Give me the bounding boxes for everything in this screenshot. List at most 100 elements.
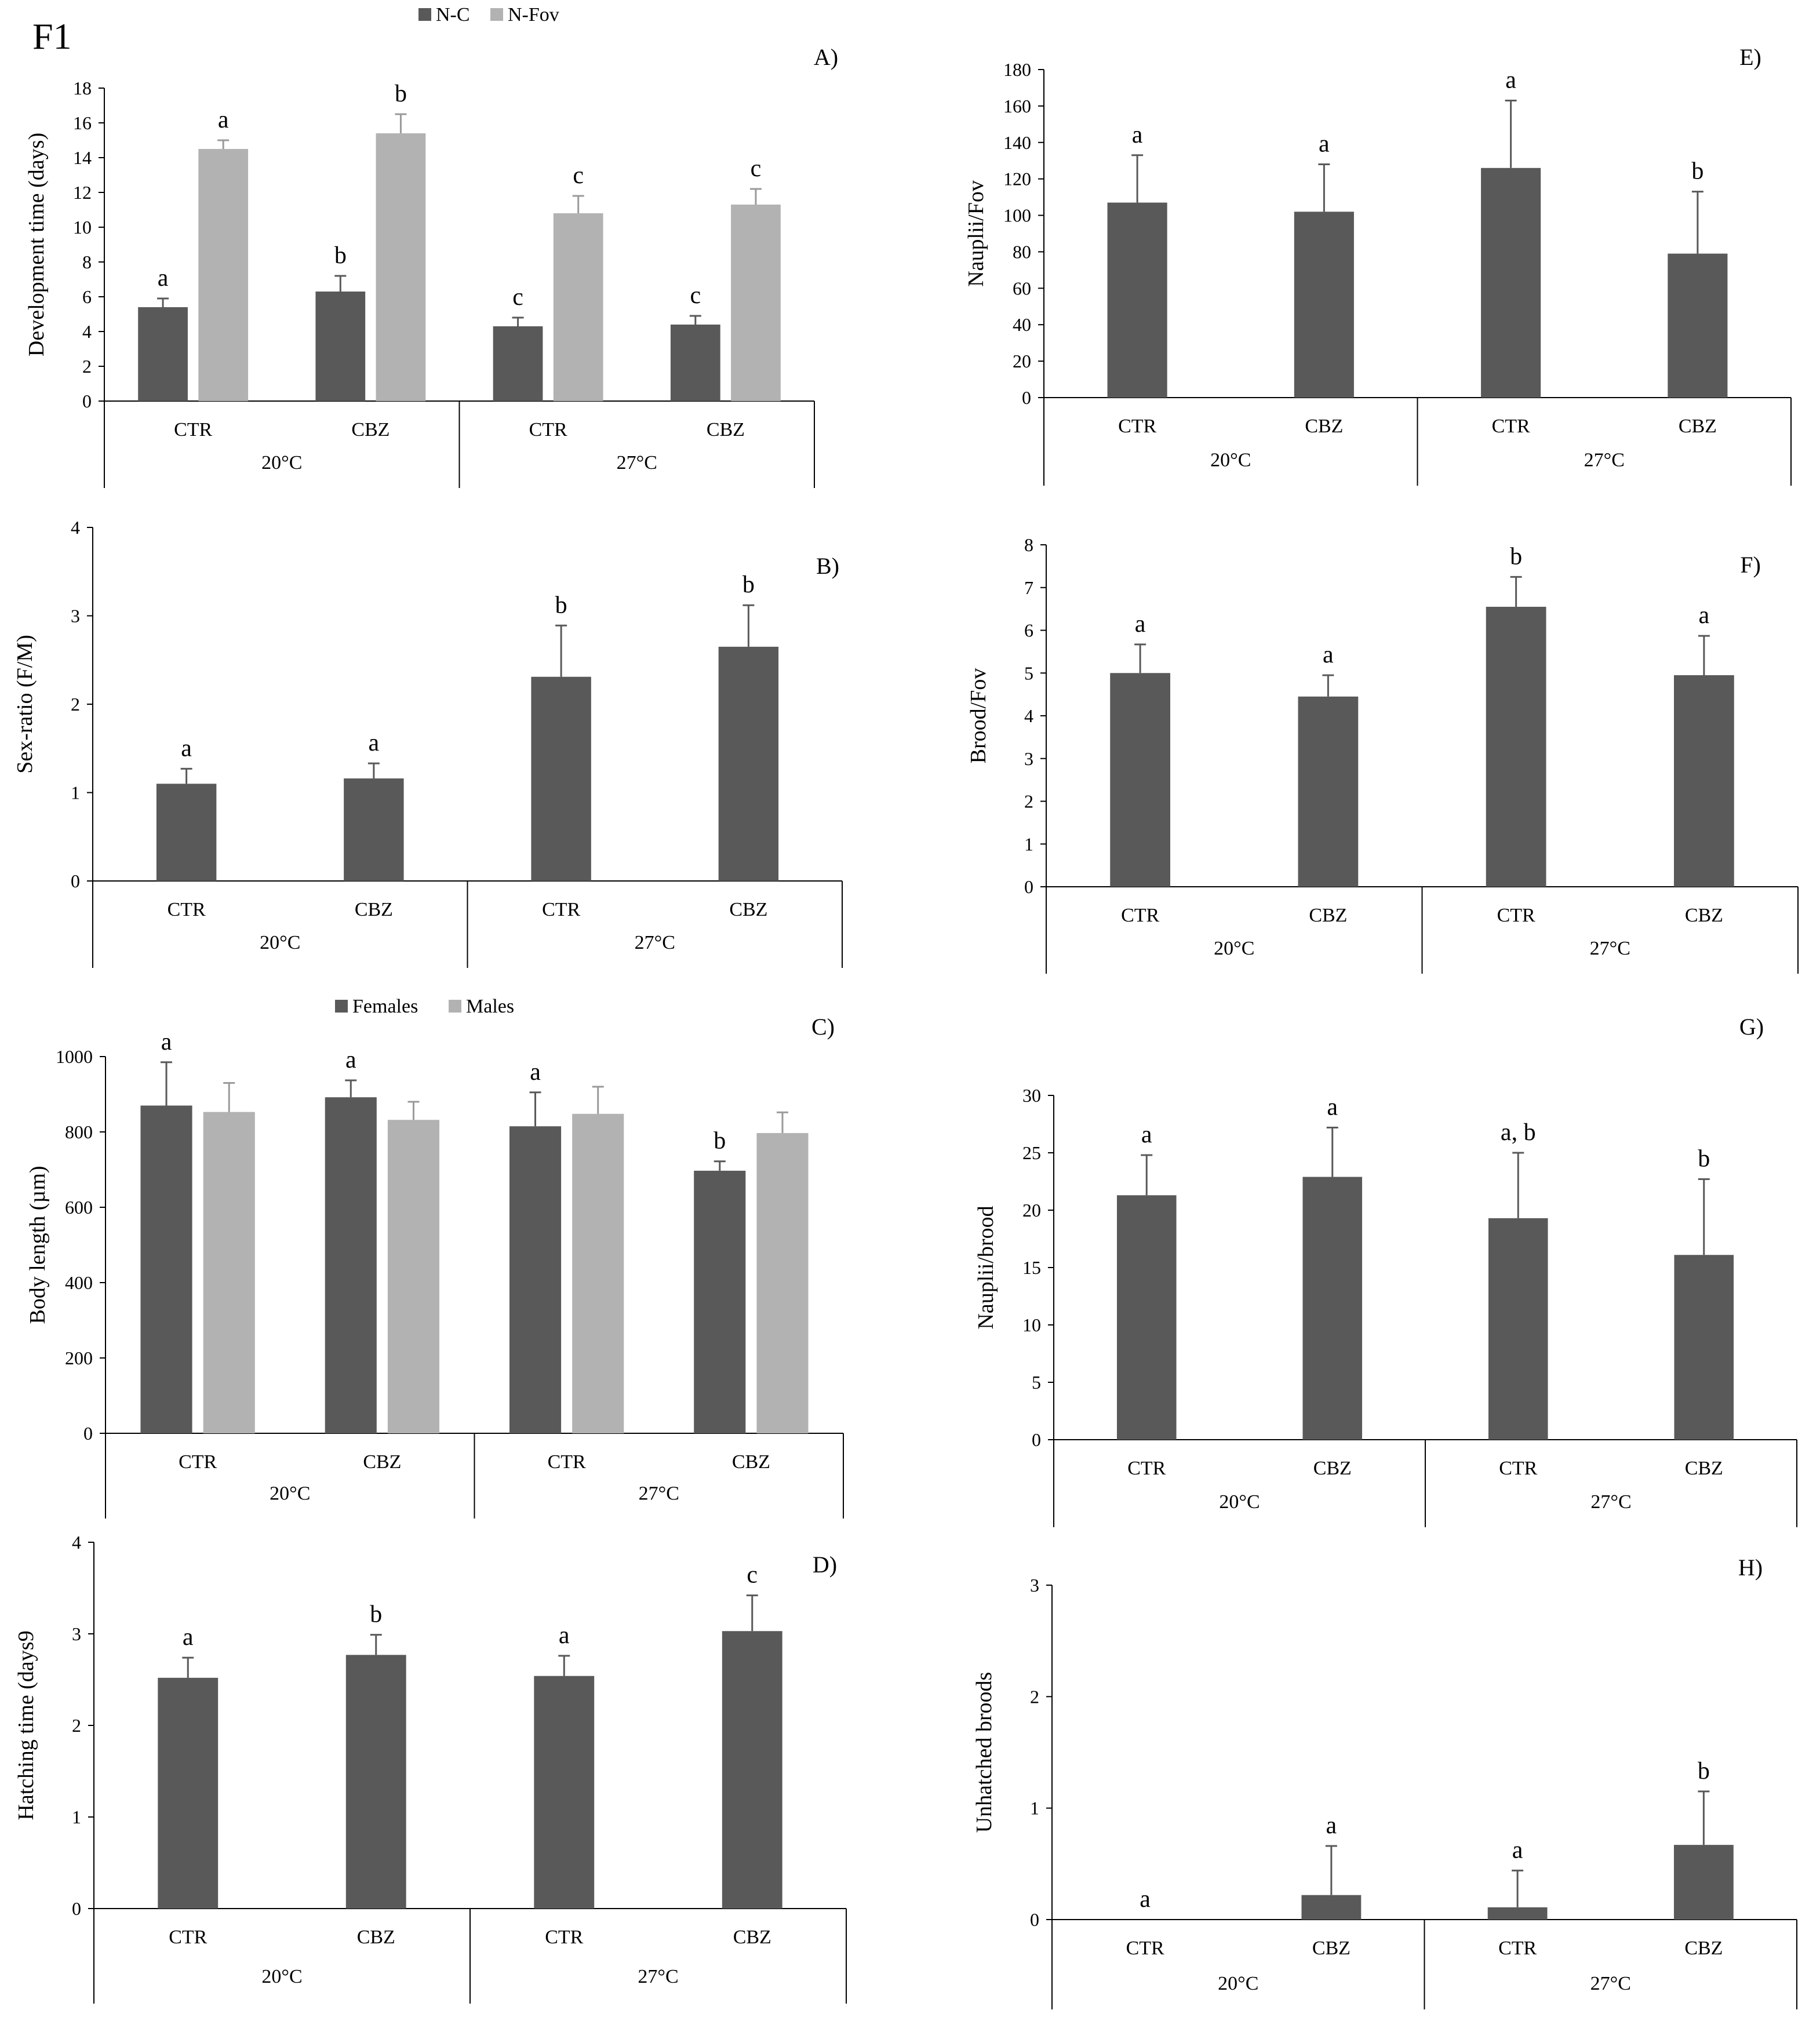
y-tick-label: 1 bbox=[1030, 1798, 1039, 1819]
significance-label: a bbox=[218, 107, 229, 133]
bar bbox=[198, 149, 249, 401]
significance-label: a bbox=[1140, 1886, 1151, 1913]
y-tick-label: 4 bbox=[71, 517, 80, 538]
bar bbox=[1487, 1907, 1548, 1920]
significance-label: b bbox=[1691, 158, 1703, 185]
bar bbox=[722, 1631, 782, 1909]
x-group-label: 27°C bbox=[639, 1483, 679, 1505]
bar bbox=[1486, 606, 1546, 887]
y-tick-label: 12 bbox=[73, 182, 92, 203]
figure-label: F1 bbox=[32, 16, 72, 57]
x-group-label: 27°C bbox=[1590, 1973, 1631, 1994]
x-group-label: 27°C bbox=[617, 452, 657, 474]
x-category-label: CTR bbox=[1118, 416, 1156, 437]
bar bbox=[718, 646, 779, 881]
bar bbox=[158, 1677, 219, 1909]
x-group-label: 27°C bbox=[635, 932, 675, 953]
bar bbox=[344, 778, 404, 881]
y-tick-label: 16 bbox=[73, 112, 92, 133]
y-tick-label: 0 bbox=[1030, 1909, 1039, 1930]
y-tick-label: 20 bbox=[1022, 1200, 1041, 1221]
x-category-label: CBZ bbox=[1309, 905, 1347, 926]
y-axis-title: Body length (µm) bbox=[26, 1166, 50, 1324]
y-tick-label: 200 bbox=[65, 1348, 93, 1368]
y-tick-label: 2 bbox=[82, 356, 92, 377]
bar bbox=[1298, 696, 1359, 887]
bar bbox=[553, 213, 603, 401]
y-tick-label: 40 bbox=[1013, 314, 1031, 335]
significance-label: c bbox=[747, 1562, 758, 1589]
y-tick-label: 0 bbox=[1024, 876, 1033, 897]
y-tick-label: 7 bbox=[1024, 577, 1033, 598]
panel-letter: F) bbox=[1740, 552, 1761, 578]
bar bbox=[1302, 1177, 1363, 1440]
x-category-label: CBZ bbox=[1685, 1458, 1723, 1479]
bar bbox=[1107, 202, 1167, 398]
x-group-label: 20°C bbox=[1219, 1491, 1260, 1513]
y-tick-label: 2 bbox=[72, 1715, 81, 1736]
y-tick-label: 6 bbox=[82, 286, 92, 307]
y-axis-title: Nauplii/Fov bbox=[964, 180, 988, 287]
y-tick-label: 5 bbox=[1024, 662, 1033, 683]
y-tick-label: 3 bbox=[1024, 748, 1033, 769]
x-group-label: 27°C bbox=[1590, 938, 1630, 959]
x-category-label: CTR bbox=[174, 419, 212, 440]
significance-label: c bbox=[512, 284, 523, 311]
bar bbox=[345, 1655, 406, 1909]
y-tick-label: 8 bbox=[1024, 534, 1033, 555]
significance-label: b bbox=[1698, 1146, 1710, 1172]
bar bbox=[387, 1120, 440, 1433]
y-tick-label: 60 bbox=[1013, 278, 1031, 298]
y-tick-label: 1 bbox=[1024, 833, 1033, 854]
x-category-label: CTR bbox=[1126, 1938, 1164, 1959]
bar bbox=[1673, 1845, 1734, 1920]
panel-letter: H) bbox=[1738, 1554, 1763, 1581]
y-tick-label: 800 bbox=[65, 1121, 93, 1142]
x-category-label: CTR bbox=[545, 1927, 583, 1948]
y-tick-label: 80 bbox=[1013, 241, 1031, 262]
x-category-label: CBZ bbox=[363, 1451, 401, 1473]
panel-letter: C) bbox=[811, 1014, 835, 1040]
y-tick-label: 25 bbox=[1022, 1142, 1041, 1163]
legend-label: Females bbox=[352, 996, 418, 1017]
significance-label: c bbox=[751, 155, 762, 182]
y-tick-label: 0 bbox=[83, 1423, 93, 1444]
legend-swatch bbox=[335, 1000, 348, 1013]
y-tick-label: 3 bbox=[71, 606, 80, 627]
x-category-label: CTR bbox=[169, 1927, 207, 1948]
x-category-label: CTR bbox=[1497, 905, 1535, 926]
bar bbox=[531, 676, 591, 881]
chart-panel-a: A) 0 2 4 6 8 10 12 14 16 18 Development time (days)… bbox=[24, 4, 838, 488]
chart-panel-e: E) 0 20 40 60 80 100 120 140 160 180 Nauplii/Fov CTR… bbox=[964, 44, 1792, 486]
y-tick-label: 18 bbox=[73, 78, 92, 99]
y-axis-title: Unhatched broods bbox=[972, 1672, 996, 1833]
bar bbox=[509, 1126, 562, 1433]
significance-label: a bbox=[1135, 611, 1146, 638]
chart-panel-g: G) 0 5 10 15 20 25 30 Nauplii/brood CTR CBZ CTR CBZ 2… bbox=[974, 1014, 1797, 1527]
significance-label: a bbox=[158, 265, 169, 292]
y-tick-label: 3 bbox=[72, 1623, 81, 1644]
bar bbox=[534, 1676, 595, 1909]
x-group-label: 20°C bbox=[1210, 450, 1251, 471]
bar bbox=[315, 292, 366, 401]
bar bbox=[156, 784, 217, 881]
significance-label: a bbox=[345, 1047, 356, 1073]
x-category-label: CBZ bbox=[1685, 905, 1723, 926]
chart-panel-h: H) 0 1 2 3 Unhatched broods CTR CBZ CTR CBZ 20°C 27… bbox=[972, 1554, 1797, 2009]
bar bbox=[1110, 673, 1171, 887]
panel-letter: G) bbox=[1739, 1014, 1764, 1040]
y-tick-label: 120 bbox=[1003, 169, 1031, 190]
x-group-label: 20°C bbox=[261, 1966, 302, 1987]
bar bbox=[376, 133, 426, 401]
significance-label: c bbox=[690, 282, 701, 309]
y-tick-label: 3 bbox=[1030, 1575, 1039, 1596]
bar bbox=[1668, 253, 1728, 398]
significance-label: a bbox=[183, 1624, 194, 1651]
x-category-label: CBZ bbox=[1313, 1458, 1352, 1479]
bar bbox=[1294, 212, 1354, 398]
bar bbox=[572, 1113, 624, 1433]
x-category-label: CTR bbox=[542, 899, 580, 920]
significance-label: a bbox=[559, 1622, 570, 1649]
significance-label: b bbox=[370, 1601, 382, 1628]
panel-letter: A) bbox=[814, 44, 838, 70]
